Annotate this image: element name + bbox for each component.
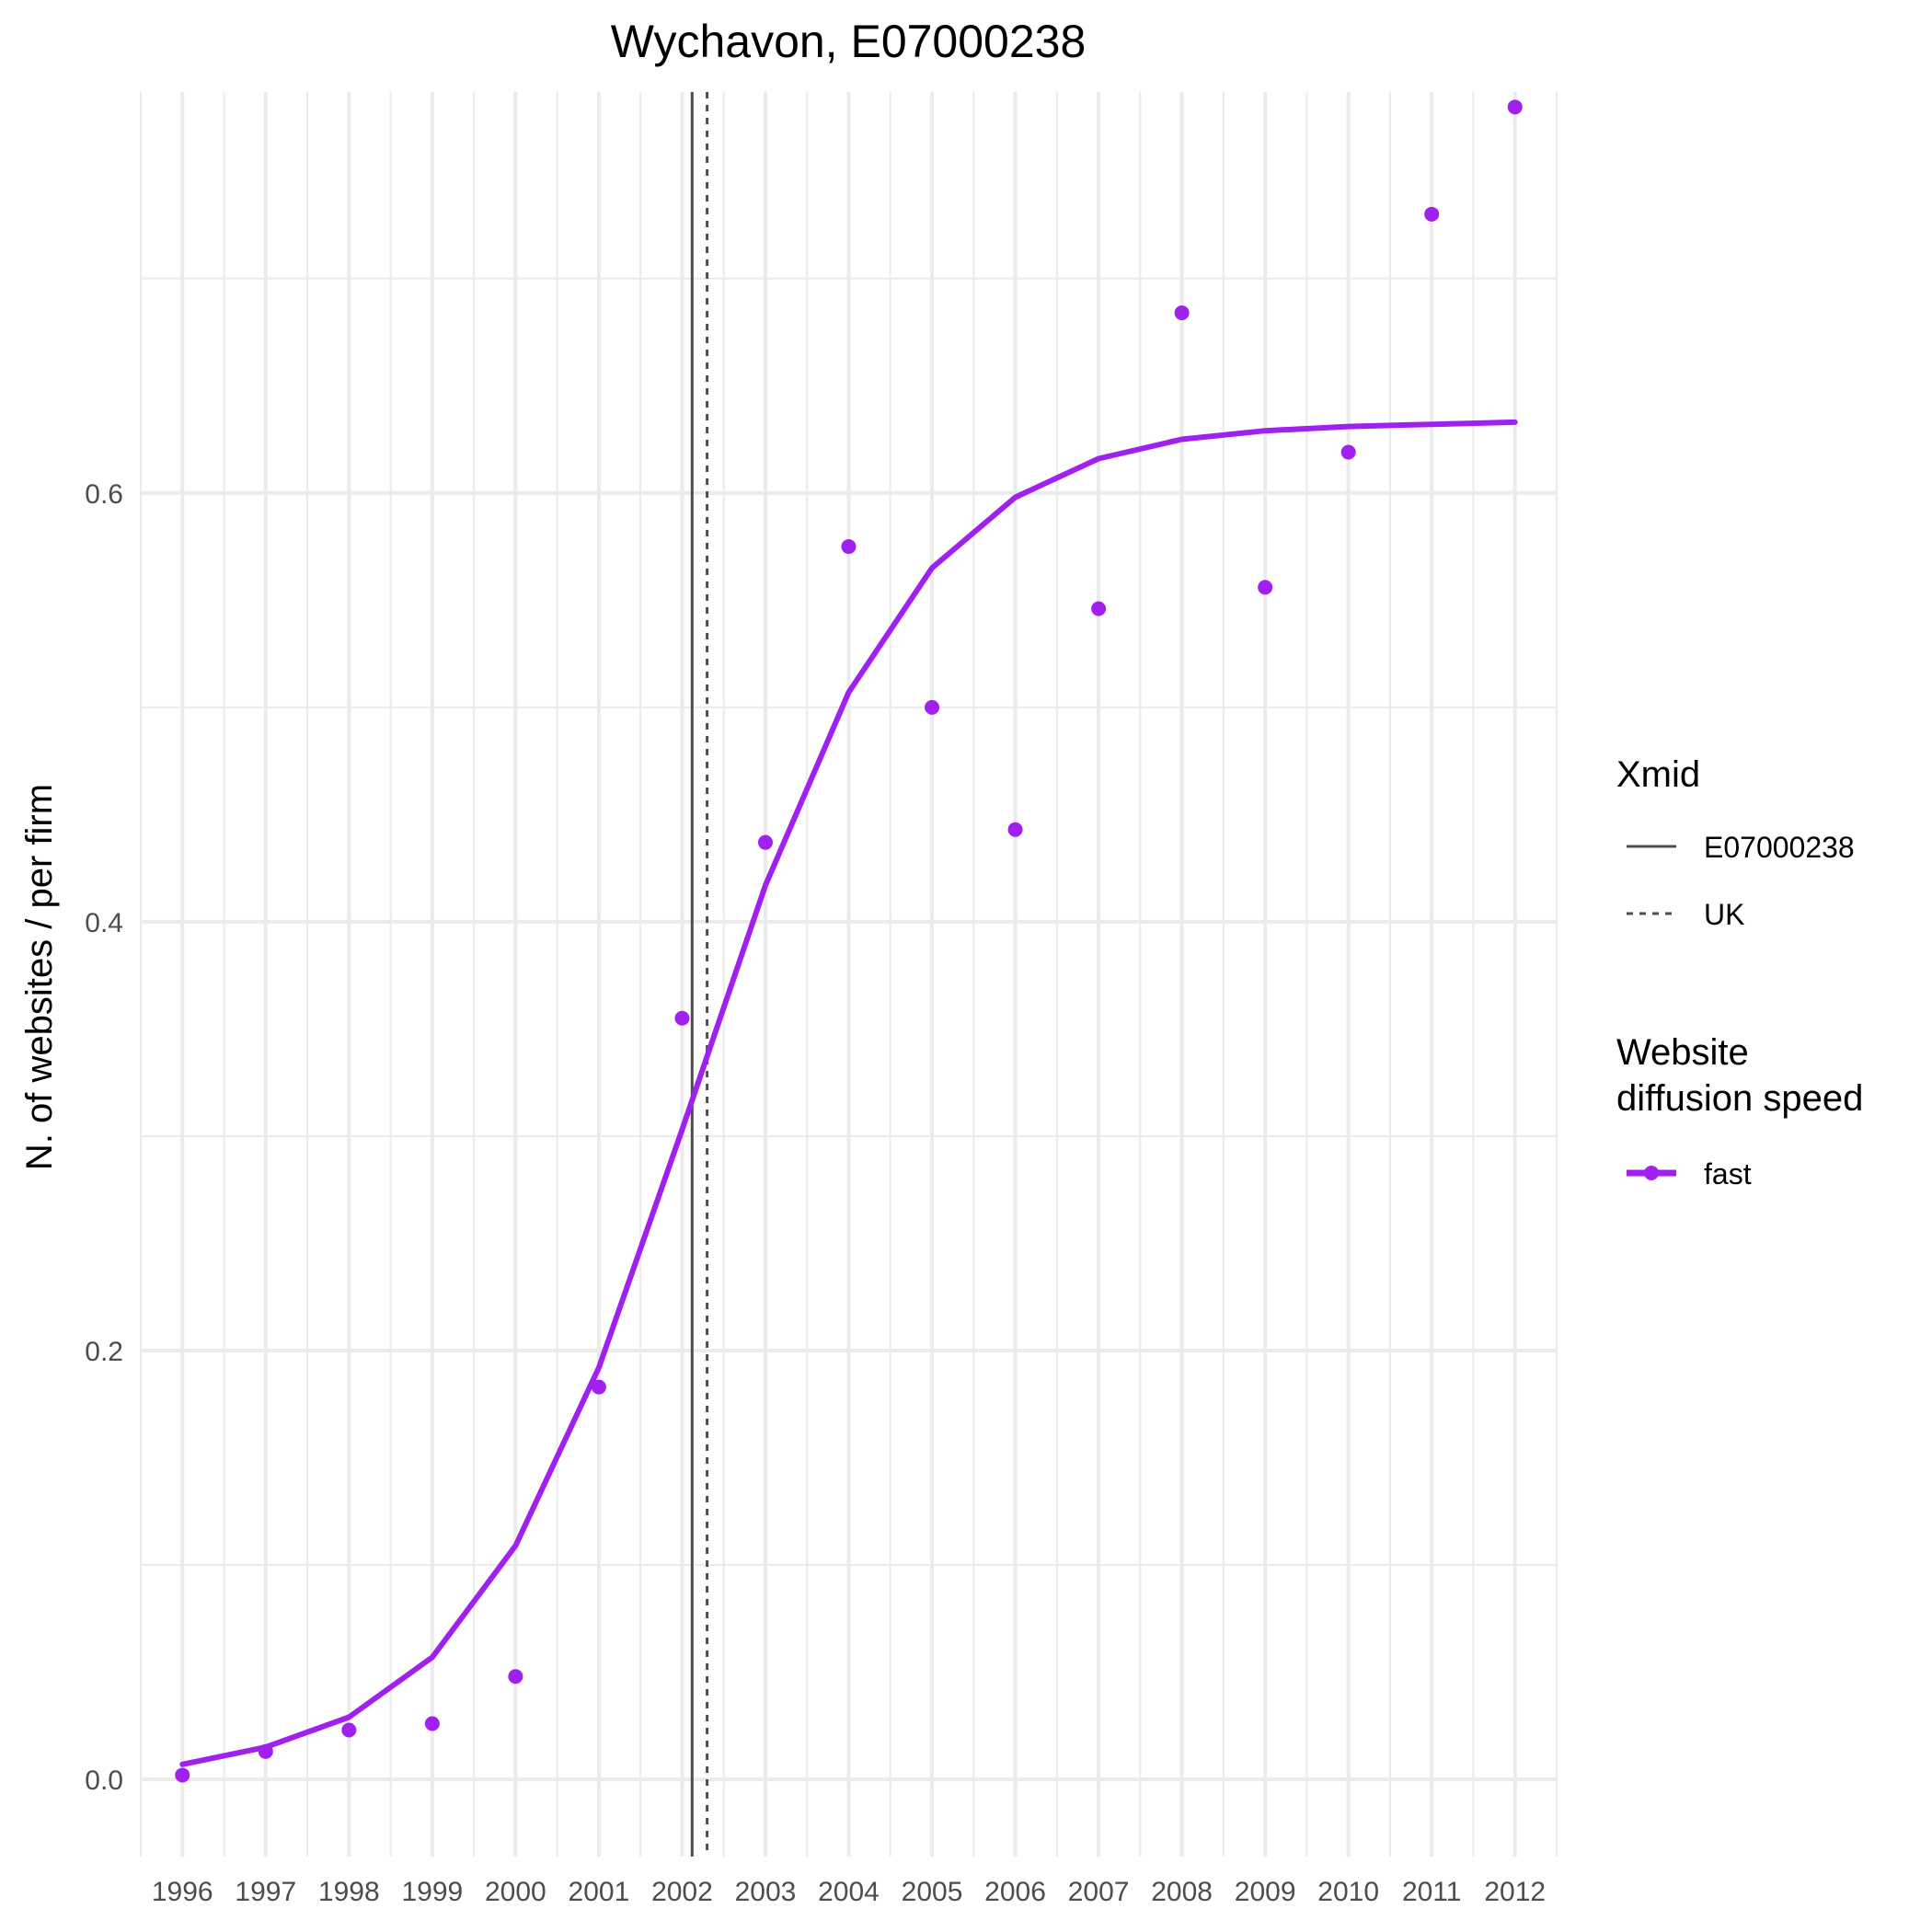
data-point-1999 (424, 1716, 440, 1731)
data-point-1996 (175, 1767, 190, 1783)
data-point-2005 (925, 699, 940, 715)
grid (140, 92, 1558, 1857)
axes-labels: 1996 1997 1998 1999 2000 2001 2002 2003 2004 2005… (85, 479, 1546, 1907)
data-point-2002 (674, 1010, 690, 1026)
x-tick-label: 2001 (569, 1877, 630, 1907)
data-point-2010 (1340, 444, 1356, 460)
x-tick-label: 2000 (485, 1877, 546, 1907)
y-tick-label: 0.2 (85, 1337, 123, 1367)
y-tick-label: 0.0 (85, 1765, 123, 1796)
x-tick-label: 2012 (1484, 1877, 1546, 1907)
x-tick-label: 2009 (1235, 1877, 1296, 1907)
data-point-2003 (757, 834, 773, 850)
x-tick-label: 1999 (401, 1877, 463, 1907)
x-tick-label: 2003 (735, 1877, 797, 1907)
chart-title: Wychavon, E07000238 (611, 16, 1087, 67)
x-tick-label: 2007 (1068, 1877, 1130, 1907)
y-axis-title: N. of websites / per firm (19, 784, 60, 1170)
legend-label-e07000238: E07000238 (1704, 831, 1855, 864)
x-tick-label: 2008 (1151, 1877, 1213, 1907)
legend-title-line-2: diffusion speed (1616, 1078, 1863, 1119)
x-tick-label: 1996 (152, 1877, 213, 1907)
legend-key-fast-point (1644, 1166, 1659, 1180)
series-line-fast (179, 419, 1518, 1767)
x-tick-label: 2010 (1317, 1877, 1379, 1907)
legend: Xmid E07000238 UK Website diffusion spee… (1616, 754, 1863, 1190)
data-point-2009 (1258, 580, 1273, 595)
data-point-1998 (341, 1722, 357, 1738)
y-tick-label: 0.4 (85, 908, 123, 938)
data-point-1997 (258, 1743, 273, 1759)
x-tick-label: 2011 (1402, 1877, 1462, 1907)
data-layer (175, 99, 1523, 1783)
x-tick-label: 2005 (902, 1877, 963, 1907)
legend-label-fast: fast (1704, 1157, 1752, 1190)
x-tick-label: 2002 (651, 1877, 713, 1907)
y-tick-label: 0.6 (85, 479, 123, 510)
legend-title-xmid: Xmid (1616, 754, 1700, 795)
x-tick-label: 2004 (818, 1877, 880, 1907)
data-point-2000 (508, 1669, 523, 1685)
data-point-2011 (1424, 206, 1440, 222)
reference-lines (690, 92, 709, 1857)
legend-label-uk: UK (1704, 898, 1744, 931)
legend-title-line-1: Website (1616, 1032, 1749, 1073)
data-point-2008 (1174, 305, 1190, 321)
x-tick-label: 2006 (984, 1877, 1046, 1907)
x-tick-label: 1998 (318, 1877, 380, 1907)
data-point-2007 (1091, 601, 1107, 616)
x-tick-label: 1997 (235, 1877, 296, 1907)
data-point-2001 (591, 1379, 606, 1395)
data-point-2012 (1507, 99, 1523, 115)
data-point-2006 (1007, 822, 1023, 837)
data-point-2004 (841, 539, 857, 555)
